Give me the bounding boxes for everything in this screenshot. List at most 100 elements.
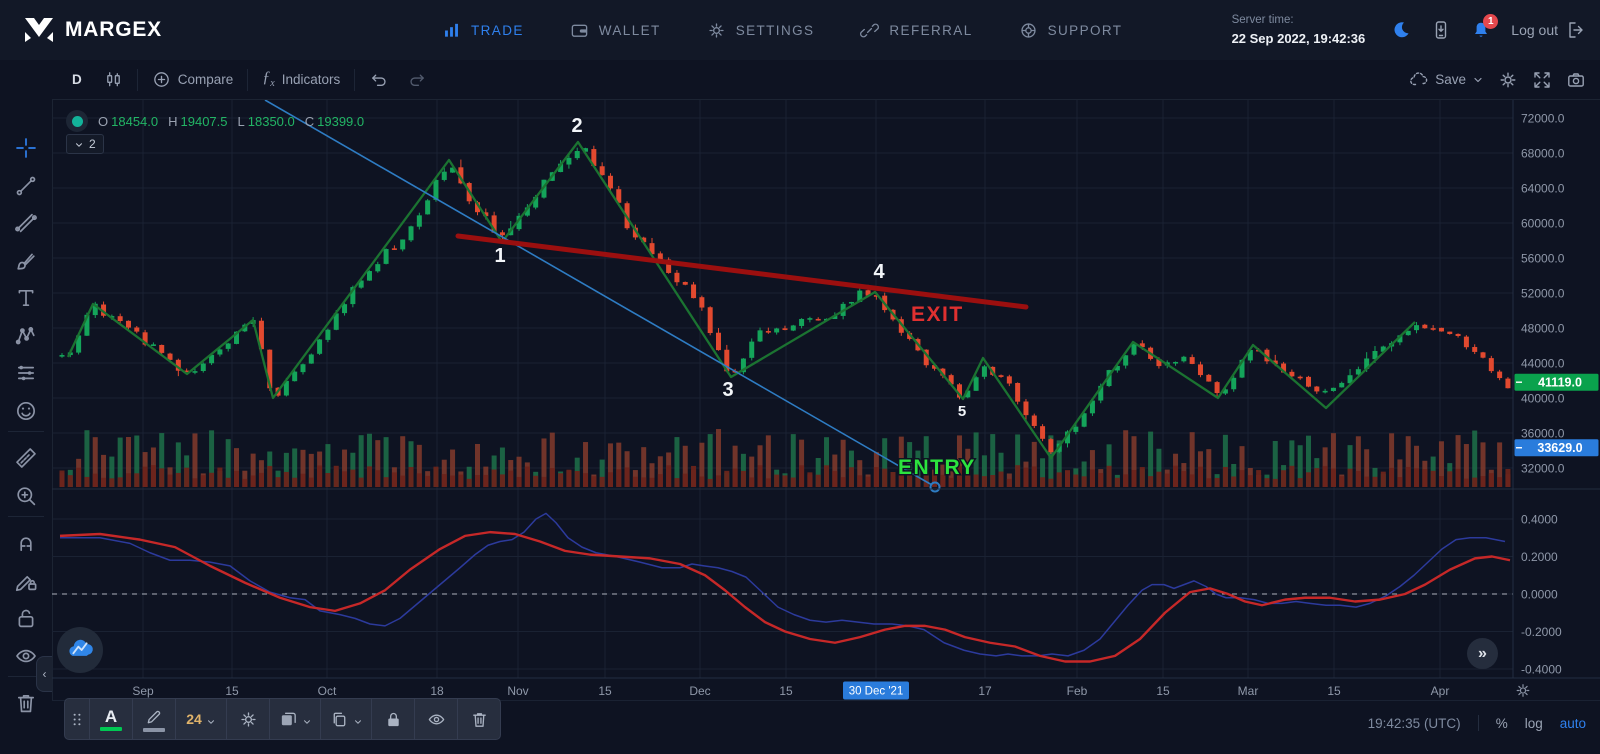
margex-logo-icon: [25, 18, 53, 42]
indicators-button[interactable]: ƒx Indicators: [252, 69, 350, 89]
tool-ruler[interactable]: [14, 446, 38, 470]
svg-text:44000.0: 44000.0: [1521, 357, 1565, 371]
tool-zoom[interactable]: [14, 484, 38, 508]
save-layout-button[interactable]: Save: [1409, 70, 1484, 90]
svg-text:15: 15: [779, 684, 793, 698]
lock-open-icon: [14, 606, 38, 630]
wallet-icon: [570, 21, 589, 40]
notifications-bell-icon[interactable]: 1: [1471, 14, 1499, 40]
toolbar-right-group: Save: [1409, 70, 1600, 90]
svg-text:5: 5: [958, 403, 966, 420]
chart-settings-gear-icon[interactable]: [1498, 70, 1518, 90]
redo-button[interactable]: [398, 70, 437, 89]
svg-text:64000.0: 64000.0: [1521, 182, 1565, 196]
collapse-indicator-pane-button[interactable]: »: [1467, 638, 1498, 669]
collapse-indicators-chip[interactable]: 2: [66, 134, 104, 154]
ohlc-low: L 18350.0: [237, 113, 295, 129]
tool-trendline[interactable]: [14, 174, 38, 198]
tool-brush[interactable]: [14, 249, 38, 273]
tool-crosshair[interactable]: [14, 136, 38, 160]
tool-magnet[interactable]: [14, 531, 38, 555]
oscillator-signal-line: [59, 530, 1511, 663]
draw-tool-line-color[interactable]: [133, 699, 176, 739]
draw-tool-clone[interactable]: [321, 699, 372, 739]
oscillator-layer: [52, 512, 1513, 663]
eye-icon: [427, 710, 446, 729]
nav-item-settings[interactable]: SETTINGS: [707, 21, 815, 40]
tool-gann[interactable]: [14, 211, 38, 235]
toolbar-separator: [247, 68, 249, 91]
compare-button[interactable]: Compare: [142, 70, 244, 89]
tool-trash[interactable]: [14, 691, 38, 715]
tool-smiley[interactable]: [14, 399, 38, 423]
snapshot-camera-icon[interactable]: [1566, 70, 1586, 90]
svg-text:15: 15: [1156, 684, 1170, 698]
chevron-down-icon: [1472, 74, 1484, 86]
draw-tool-visibility[interactable]: [415, 699, 458, 739]
tool-forecast[interactable]: [14, 361, 38, 385]
toolbar-separator: [354, 68, 356, 91]
timeframe-button[interactable]: D: [72, 72, 82, 87]
chart-logo-button[interactable]: [57, 627, 103, 673]
draw-tool-text-color[interactable]: A: [90, 699, 133, 739]
svg-text:2: 2: [571, 115, 582, 137]
mobile-app-icon[interactable]: [1431, 20, 1451, 40]
svg-text:ENTRY: ENTRY: [898, 456, 976, 479]
drawing-properties-toolbar: A 24: [64, 698, 501, 740]
logout-label: Log out: [1511, 22, 1558, 38]
tool-lock-open[interactable]: [14, 606, 38, 630]
tool-xabcd[interactable]: [14, 324, 38, 348]
dark-mode-moon-icon[interactable]: [1391, 20, 1411, 40]
collapse-left-rail-button[interactable]: ‹: [36, 656, 52, 692]
nav-item-label: SETTINGS: [735, 22, 815, 38]
price-chart[interactable]: 72000.0 68000.0 64000.0 60000.0 56000.0 52000…: [52, 100, 1600, 700]
brand[interactable]: MARGEX: [22, 0, 162, 60]
svg-text:Feb: Feb: [1067, 684, 1088, 698]
draw-tool-settings[interactable]: [227, 699, 270, 739]
wave-count-labels: 1 2 3 4 5: [492, 113, 968, 422]
undo-icon: [369, 70, 388, 89]
nav-item-referral[interactable]: REFERRAL: [860, 21, 972, 40]
ohlc-open: O 18454.0: [98, 113, 159, 129]
draw-tool-remove[interactable]: [458, 699, 500, 739]
trash-icon: [14, 691, 38, 715]
copy-icon: [330, 710, 349, 729]
logout-button[interactable]: Log out: [1511, 20, 1586, 40]
smiley-icon: [14, 399, 38, 423]
draw-tool-drag-handle[interactable]: [65, 699, 90, 739]
candles-layer: [59, 145, 1511, 454]
draw-tool-lock[interactable]: [372, 699, 415, 739]
time-axis[interactable]: Sep 15 Oct 18 Nov 15 Dec 15 17 Feb 15 Mar 15 Apr 30 De…: [132, 681, 1449, 700]
pencil-icon: [145, 707, 164, 726]
chart-style-button[interactable]: [94, 70, 133, 89]
undo-button[interactable]: [359, 70, 398, 89]
svg-text:0.0000: 0.0000: [1521, 588, 1558, 602]
ohlc-close: C 19399.0: [304, 113, 365, 129]
nav-item-support[interactable]: SUPPORT: [1019, 21, 1123, 40]
nav-item-trade[interactable]: TRADE: [442, 21, 524, 40]
draw-tool-font-size[interactable]: 24: [176, 699, 227, 739]
log-scale-toggle[interactable]: log: [1524, 715, 1543, 731]
server-time: Server time: 22 Sep 2022, 19:42:36: [1232, 12, 1366, 49]
nav-item-wallet[interactable]: WALLET: [570, 21, 661, 40]
series-marker-icon[interactable]: [66, 110, 88, 132]
last-price-badge: 41119.0: [1514, 373, 1599, 391]
text-icon: [14, 286, 38, 310]
svg-text:72000.0: 72000.0: [1521, 112, 1565, 126]
rail-separator: [8, 676, 44, 677]
auto-scale-toggle[interactable]: auto: [1559, 715, 1586, 731]
fullscreen-icon[interactable]: [1532, 70, 1552, 90]
time-axis-settings-gear-icon[interactable]: [1513, 682, 1533, 699]
tool-eye[interactable]: [14, 644, 38, 668]
compare-label: Compare: [177, 72, 234, 87]
price-axis[interactable]: 72000.0 68000.0 64000.0 60000.0 56000.0 52000…: [1514, 112, 1599, 677]
tool-text[interactable]: [14, 286, 38, 310]
tool-pencil-lock[interactable]: [14, 569, 38, 593]
svg-text:1: 1: [494, 245, 505, 267]
svg-text:60000.0: 60000.0: [1521, 217, 1565, 231]
svg-text:3: 3: [722, 379, 733, 401]
nav-item-label: REFERRAL: [889, 22, 973, 38]
percent-scale-toggle[interactable]: %: [1495, 715, 1508, 731]
save-label: Save: [1435, 72, 1466, 87]
draw-tool-layers[interactable]: [270, 699, 321, 739]
